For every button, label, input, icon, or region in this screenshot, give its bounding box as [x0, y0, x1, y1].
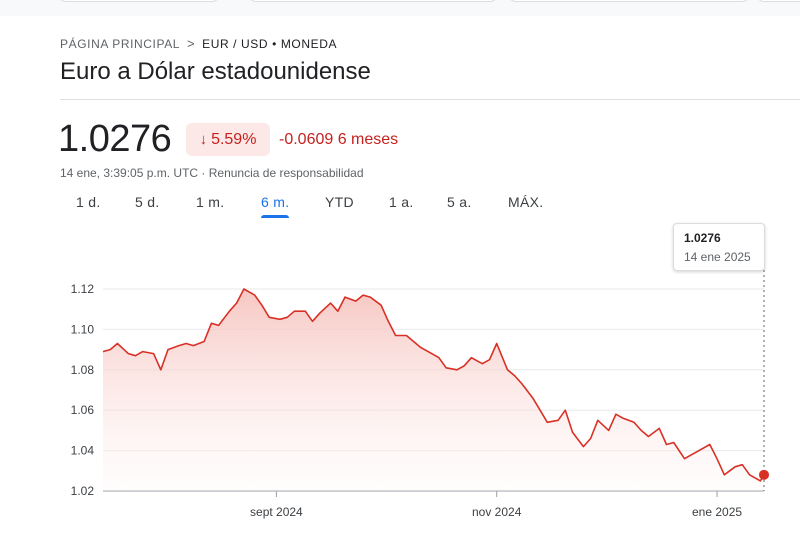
- y-tick-label: 1.04: [71, 444, 95, 458]
- hover-tooltip: 1.0276 14 ene 2025: [673, 223, 765, 271]
- page-title: Euro a Dólar estadounidense: [60, 58, 371, 85]
- arrow-down-icon: ↓: [199, 131, 208, 148]
- last-price-marker: [759, 469, 769, 480]
- active-tab-indicator: [261, 215, 290, 218]
- x-tick-label: sept 2024: [250, 505, 303, 519]
- tab-5-days[interactable]: 5 d.: [135, 194, 160, 210]
- y-tick-label: 1.12: [71, 282, 95, 296]
- tab-1-month[interactable]: 1 m.: [196, 194, 225, 210]
- y-tick-label: 1.06: [71, 403, 95, 417]
- price-area-fill: [103, 289, 764, 491]
- breadcrumb: PÁGINA PRINCIPAL > EUR / USD • MONEDA: [60, 36, 337, 51]
- y-tick-label: 1.10: [71, 322, 95, 336]
- tab-5-years[interactable]: 5 a.: [447, 194, 472, 210]
- change-percent-badge: ↓ 5.59%: [186, 123, 270, 156]
- tab-ytd[interactable]: YTD: [325, 194, 354, 210]
- change-amount: -0.0609 6 meses: [279, 131, 399, 148]
- change-percent: 5.59%: [211, 130, 257, 148]
- breadcrumb-home-link[interactable]: PÁGINA PRINCIPAL: [60, 36, 181, 51]
- y-tick-label: 1.02: [71, 484, 95, 498]
- price-line: [102, 288, 765, 482]
- tab-1-day[interactable]: 1 d.: [76, 194, 101, 210]
- breadcrumb-current: EUR / USD • MONEDA: [202, 36, 338, 51]
- tab-1-year[interactable]: 1 a.: [389, 194, 414, 210]
- divider: [60, 99, 800, 100]
- timestamp-disclaimer: 14 ene, 3:39:05 p.m. UTC · Renuncia de r…: [60, 166, 364, 180]
- x-tick-label: nov 2024: [472, 505, 522, 519]
- current-price: 1.0276: [58, 118, 172, 160]
- y-tick-label: 1.08: [71, 363, 95, 377]
- top-strip: [0, 0, 800, 16]
- tab-max[interactable]: MÁX.: [508, 194, 544, 210]
- tooltip-value: 1.0276: [684, 231, 721, 245]
- tab-6-months[interactable]: 6 m.: [261, 194, 290, 218]
- chevron-right-icon: >: [186, 36, 196, 51]
- x-tick-label: ene 2025: [692, 505, 742, 519]
- tooltip-date: 14 ene 2025: [684, 250, 751, 264]
